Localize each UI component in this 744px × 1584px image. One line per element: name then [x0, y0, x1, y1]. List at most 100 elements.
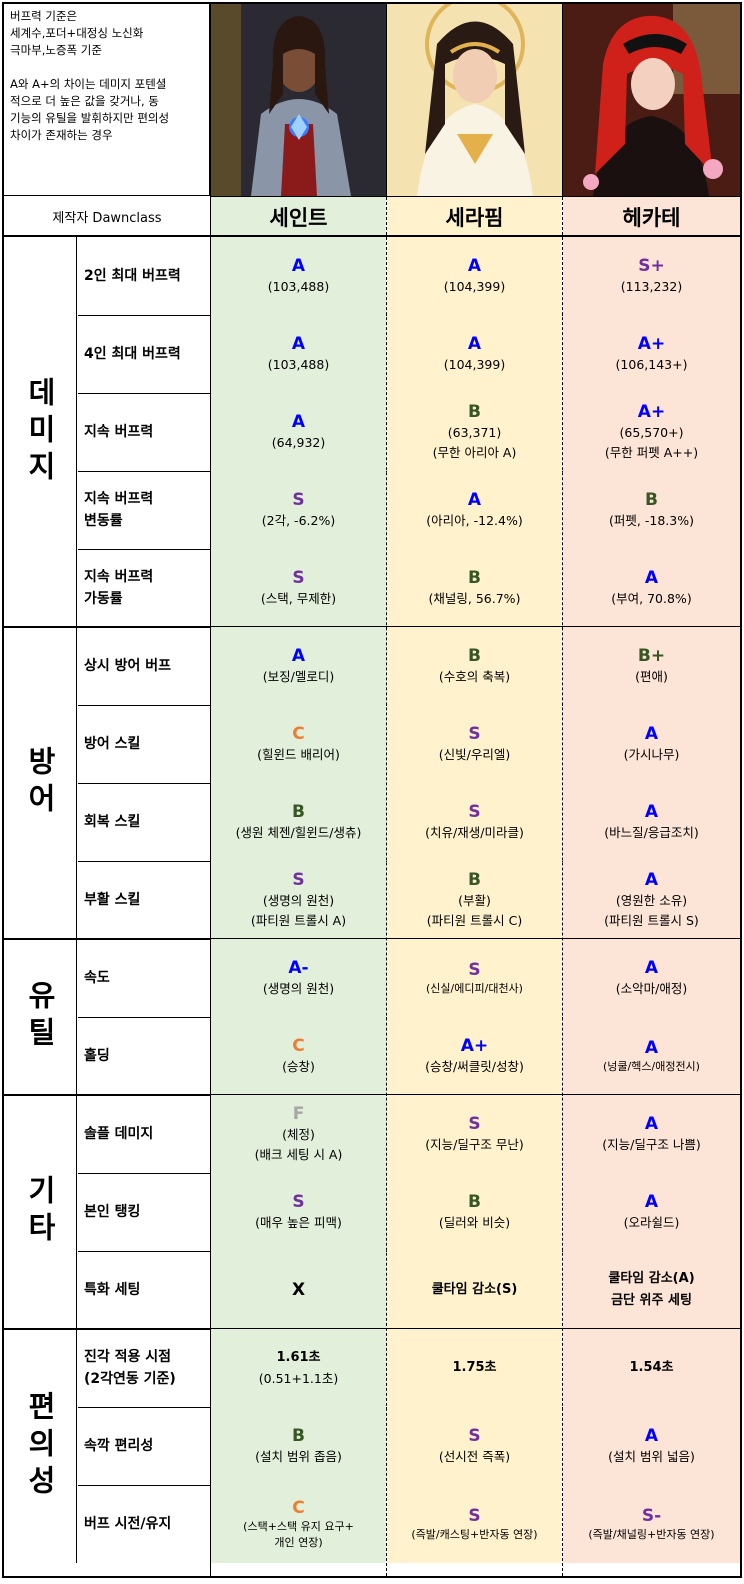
- row-label: 방어 스킬: [84, 736, 141, 752]
- class-header-hecate: 헤카테: [563, 197, 740, 236]
- group-label-0: 데미지: [4, 237, 77, 627]
- rating-cell-seraphim: B (부활) (파티원 트롤시 C): [387, 861, 562, 939]
- row-label: 솔플 데미지: [84, 1126, 154, 1142]
- group-label-text: 방어: [23, 746, 57, 820]
- grade-note: (부여, 70.8%): [611, 591, 692, 606]
- grade-note: (승창): [282, 1059, 315, 1074]
- rating-cell-hecate: A (부여, 70.8%): [563, 549, 740, 627]
- row-label: 속깍 편리성: [84, 1438, 154, 1454]
- grade-note: (보징/멜로디): [262, 669, 335, 684]
- grade-value: S: [468, 960, 481, 980]
- grade-value: A: [291, 412, 306, 432]
- row-label: 회복 스킬: [84, 814, 141, 830]
- criteria-note-para2: A와 A+의 차이는 데미지 포텐셜 적으로 더 높은 값을 갖거나, 동 기능…: [10, 77, 170, 142]
- grade-value: A: [644, 1192, 659, 1212]
- grade-value: S: [292, 490, 305, 510]
- group-label-text: 유틸: [23, 980, 57, 1054]
- grade-value: B: [468, 870, 481, 890]
- bold-value: 1.61초: [276, 1350, 321, 1365]
- criteria-note-para1: 버프력 기준은 세계수,포더+대정싱 노신화 극마부,노증폭 기준: [10, 9, 144, 57]
- grade-note: (영원한 소유) (파티원 트롤시 S): [604, 893, 699, 928]
- rating-cell-seraphim: B (채널링, 56.7%): [387, 549, 562, 627]
- grade-note: (생원 체젠/힐윈드/생츄): [235, 825, 362, 840]
- bold-value: 1.54초: [629, 1360, 674, 1375]
- rating-cell-hecate: B (퍼펫, -18.3%): [563, 471, 740, 549]
- grade-value: B: [468, 402, 481, 422]
- rating-cell-seraphim: S (선시전 즉폭): [387, 1407, 562, 1485]
- rating-cell-seraphim: 1.75초: [387, 1329, 562, 1407]
- header-divider: [4, 235, 740, 237]
- rating-cell-saint: A (103,488): [211, 237, 386, 315]
- rating-cell-seraphim: B (수호의 축복): [387, 627, 562, 705]
- rating-cell-saint: S (생명의 원천) (파티원 트롤시 A): [211, 861, 386, 939]
- grade-note: (편애): [635, 669, 668, 684]
- grade-note: (치유/재생/미라클): [425, 825, 524, 840]
- rating-cell-saint: S (2각, -6.2%): [211, 471, 386, 549]
- grade-value: A: [291, 256, 306, 276]
- grade-value: A+: [637, 334, 666, 354]
- rating-cell-seraphim: 쿨타임 감소(S): [387, 1251, 562, 1329]
- rating-cell-saint: S (매우 높은 피맥): [211, 1173, 386, 1251]
- grade-note: (생명의 원천): [262, 981, 335, 996]
- grade-note: (신실/에디피/대천사): [426, 982, 523, 995]
- rating-cell-hecate: B+ (편애): [563, 627, 740, 705]
- rating-cell-saint: 1.61초 (0.51+1.1초): [211, 1329, 386, 1407]
- rating-cell-hecate: A (바느질/응급조치): [563, 783, 740, 861]
- grade-note: (체정) (배크 세팅 시 A): [254, 1127, 343, 1162]
- column-divider: [210, 4, 211, 1576]
- grade-value: B: [645, 490, 658, 510]
- group-label-text: 데미지: [23, 376, 57, 488]
- rating-cell-seraphim: S (신빛/우리엘): [387, 705, 562, 783]
- column-divider: [562, 197, 563, 1576]
- grade-note: (넝쿨/헥스/애정전시): [603, 1060, 700, 1073]
- bold-value: 1.75초: [452, 1360, 497, 1375]
- grade-note: (선시전 즉폭): [438, 1449, 511, 1464]
- portrait-divider: [562, 4, 563, 197]
- grade-value: S: [292, 1192, 305, 1212]
- row-label: 지속 버프력 변동률: [84, 491, 154, 529]
- grade-value: B+: [637, 646, 666, 666]
- saint-portrait: [211, 4, 386, 197]
- rating-cell-seraphim: A+ (승창/써클릿/성창): [387, 1017, 562, 1095]
- grade-value: A: [291, 646, 306, 666]
- grade-note: (즉발/채널링+반자동 연장): [588, 1528, 715, 1541]
- grade-value: S-: [641, 1506, 662, 1526]
- grade-note: (지능/딜구조 나쁨): [602, 1137, 701, 1152]
- rating-cell-hecate: S- (즉발/채널링+반자동 연장): [563, 1485, 740, 1563]
- grade-note: (퍼펫, -18.3%): [609, 513, 694, 528]
- rating-cell-seraphim: S (신실/에디피/대천사): [387, 939, 562, 1017]
- grade-value: A-: [288, 958, 309, 978]
- row-label: 2인 최대 버프력: [84, 268, 181, 284]
- grade-value: A: [644, 958, 659, 978]
- grade-value: B: [468, 646, 481, 666]
- grade-note: (지능/딜구조 무난): [425, 1137, 524, 1152]
- rating-cell-hecate: A (설치 범위 넓음): [563, 1407, 740, 1485]
- grade-note: (오라쉴드): [623, 1215, 680, 1230]
- rating-cell-hecate: A+ (106,143+): [563, 315, 740, 393]
- grade-value: S: [468, 802, 481, 822]
- grade-value: S: [292, 870, 305, 890]
- row-label: 지속 버프력 가동률: [84, 569, 154, 607]
- rating-cell-saint: B (생원 체젠/힐윈드/생츄): [211, 783, 386, 861]
- grade-value: S: [468, 1506, 481, 1526]
- row-label: 상시 방어 버프: [84, 658, 172, 674]
- rating-cell-seraphim: A (104,399): [387, 237, 562, 315]
- grade-note: (103,488): [267, 357, 330, 372]
- column-divider: [386, 197, 387, 1576]
- grade-note: (63,371) (무한 아리아 A): [432, 425, 517, 460]
- grade-value: A: [644, 724, 659, 744]
- rating-cell-saint: A (보징/멜로디): [211, 627, 386, 705]
- grade-note: (스택, 무제한): [260, 591, 337, 606]
- author-credit: 제작자 Dawnclass: [4, 197, 211, 236]
- rating-cell-seraphim: A (아리아, -12.4%): [387, 471, 562, 549]
- grade-note: (스택+스택 유지 요구+ 개인 연장): [243, 1520, 354, 1549]
- grade-note: (채널링, 56.7%): [428, 591, 521, 606]
- grade-note: (64,932): [271, 435, 326, 450]
- rating-cell-seraphim: B (63,371) (무한 아리아 A): [387, 393, 562, 471]
- rating-cell-seraphim: A (104,399): [387, 315, 562, 393]
- grade-value: A: [291, 334, 306, 354]
- class-header-saint: 세인트: [211, 197, 386, 236]
- grade-value: C: [292, 724, 305, 744]
- grade-value: A: [467, 490, 482, 510]
